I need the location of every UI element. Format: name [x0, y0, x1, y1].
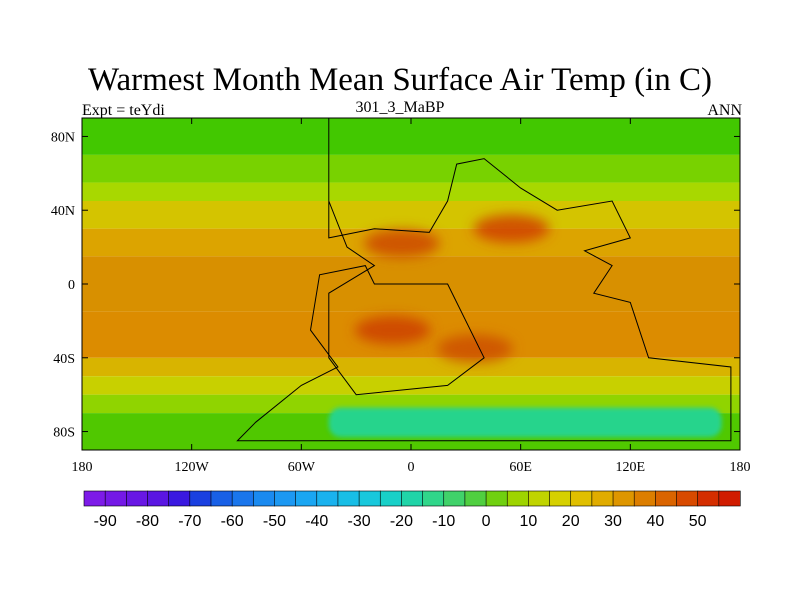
colorbar-swatch	[126, 490, 149, 507]
colorbar-swatch	[422, 490, 445, 507]
y-tick-label: 40N	[51, 204, 75, 219]
colorbar-label: 40	[646, 513, 664, 530]
experiment-label: Expt = teYdi	[82, 102, 165, 119]
colorbar-label: -80	[136, 513, 159, 530]
colorbar-label: -90	[94, 513, 117, 530]
colorbar-label: -20	[390, 513, 413, 530]
y-tick-label: 40S	[53, 352, 75, 367]
colorbar-swatch	[697, 490, 720, 507]
colorbar-swatch	[485, 490, 508, 507]
x-tick-label: 180	[72, 460, 93, 475]
colorbar-label: 20	[562, 513, 580, 530]
colorbar-swatch	[676, 490, 699, 507]
temperature-band	[82, 182, 740, 201]
colorbar-swatch	[337, 490, 360, 507]
x-tick-label: 180	[730, 460, 751, 475]
x-tick-label: 120W	[175, 460, 210, 475]
south-east-hot-spot	[436, 334, 513, 363]
colorbar-label: -30	[348, 513, 371, 530]
temperature-band	[82, 201, 740, 229]
colorbar-swatch	[168, 490, 191, 507]
continent-outline	[236, 118, 732, 442]
colorbar-swatch	[147, 490, 170, 507]
colorbar-swatch	[401, 490, 424, 507]
colorbar-swatch	[231, 490, 254, 507]
colorbar-swatch	[464, 490, 487, 507]
colorbar-label: 50	[689, 513, 707, 530]
season-label: ANN	[707, 102, 742, 119]
southern-hot-spot	[354, 316, 431, 345]
colorbar-swatch	[295, 490, 318, 507]
colorbar-swatch	[274, 490, 297, 507]
colorbar-label: -10	[432, 513, 455, 530]
colorbar-swatch	[655, 490, 678, 507]
colorbar-swatch	[210, 490, 233, 507]
colorbar-label: -40	[305, 513, 328, 530]
colorbar-swatch	[612, 490, 635, 507]
colorbar-swatch	[104, 490, 127, 507]
colorbar: -90 -80 -70 -60 -50 -40 -30 -20 -10 0 10 20 30 40 50	[83, 490, 741, 530]
x-tick-label: 60E	[509, 460, 532, 475]
x-tick-label: 120E	[616, 460, 646, 475]
axis-ticks: 180 120W 60W 0 60E 120E 180 80N 40N 0 40S 80S	[51, 118, 751, 475]
colorbar-swatch	[379, 490, 403, 507]
colorbar-swatch	[316, 490, 339, 507]
temperature-band	[82, 357, 740, 377]
map-title: Warmest Month Mean Surface Air Temp (in …	[87, 62, 713, 98]
coastline	[236, 118, 732, 442]
colorbar-swatch	[570, 490, 593, 507]
colorbar-label: -50	[263, 513, 286, 530]
colorbar-swatch	[358, 490, 381, 507]
colorbar-swatch	[633, 490, 656, 507]
x-tick-label: 60W	[288, 460, 316, 475]
period-label: 301_3_MaBP	[355, 99, 445, 116]
colorbar-swatch	[506, 490, 529, 507]
y-tick-label: 0	[68, 278, 75, 293]
colorbar-label: -60	[221, 513, 244, 530]
colorbar-swatch	[718, 490, 741, 507]
y-tick-label: 80N	[51, 130, 75, 145]
central-hot-spot	[363, 229, 440, 258]
colorbar-swatch	[189, 490, 212, 507]
colorbar-label: 10	[519, 513, 537, 530]
temperature-band	[82, 154, 740, 183]
colorbar-swatch	[591, 490, 614, 507]
colorbar-label: 30	[604, 513, 622, 530]
x-tick-label: 0	[408, 460, 415, 475]
colorbar-swatch	[443, 490, 466, 507]
northern-hot-spot	[473, 214, 550, 243]
colorbar-swatch	[252, 490, 276, 507]
colorbar-swatch	[549, 490, 572, 507]
cold-region	[328, 407, 722, 438]
y-tick-label: 80S	[53, 426, 75, 441]
colorbar-label: -70	[178, 513, 201, 530]
colorbar-swatch	[83, 490, 106, 507]
colorbar-swatch	[528, 490, 551, 507]
temperature-band	[82, 118, 740, 155]
temperature-band	[82, 376, 740, 395]
colorbar-label: 0	[482, 513, 491, 530]
